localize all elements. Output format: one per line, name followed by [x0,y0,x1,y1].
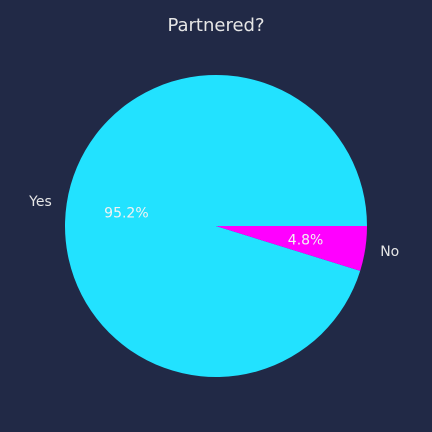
chart-title: Partnered? [167,15,264,36]
pie-slices [64,74,367,378]
percent-label-yes: 95.2% [104,205,148,221]
category-label-yes: Yes [28,194,52,210]
pie-labels: 95.2% Yes 4.8% No [28,194,399,260]
percent-label-no: 4.8% [288,233,324,249]
category-label-no: No [380,244,399,260]
pie-slice-yes [64,74,367,378]
pie-slice-no [216,226,367,271]
